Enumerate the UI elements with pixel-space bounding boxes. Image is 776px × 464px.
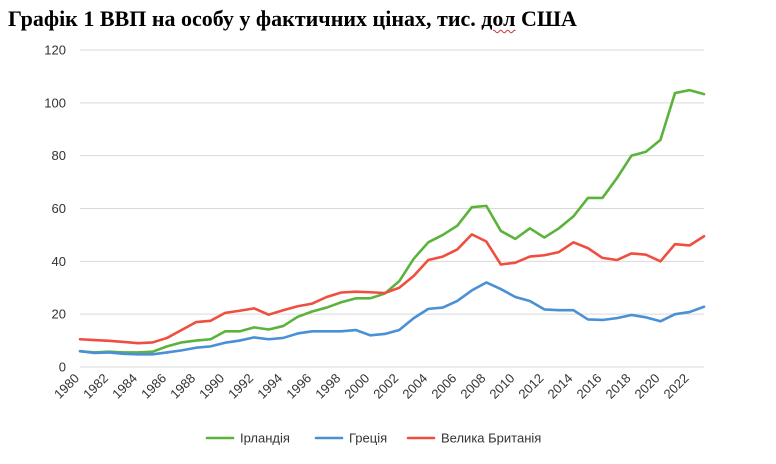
x-tick-label: 1982 bbox=[80, 371, 111, 402]
y-tick-label: 40 bbox=[52, 254, 66, 269]
x-tick-label: 1992 bbox=[225, 371, 256, 402]
chart-title-tail: США bbox=[515, 6, 577, 31]
x-tick-label: 2008 bbox=[457, 371, 488, 402]
x-tick-label: 1984 bbox=[109, 371, 140, 402]
y-tick-label: 100 bbox=[44, 95, 66, 110]
series-lines bbox=[78, 88, 706, 356]
y-axis-tick-labels: 0 20 40 60 80 100 120 bbox=[44, 43, 66, 375]
x-tick-label: 2018 bbox=[603, 371, 634, 402]
x-tick-label: 2020 bbox=[632, 371, 663, 402]
y-tick-label: 0 bbox=[59, 360, 66, 375]
legend-item: Велика Британія bbox=[406, 431, 541, 446]
legend-label: Велика Британія bbox=[441, 431, 541, 446]
x-tick-label: 1980 bbox=[51, 371, 82, 402]
x-tick-label: 1988 bbox=[167, 371, 198, 402]
legend-item: Греція bbox=[314, 431, 387, 446]
x-tick-label: 2000 bbox=[341, 371, 372, 402]
legend-item: Ірландія bbox=[205, 431, 290, 446]
legend-label: Греція bbox=[349, 431, 387, 446]
y-tick-label: 80 bbox=[52, 148, 66, 163]
series-line-1 bbox=[78, 88, 706, 354]
x-tick-label: 2022 bbox=[661, 371, 692, 402]
gridlines bbox=[80, 49, 704, 368]
x-tick-label: 2012 bbox=[515, 371, 546, 402]
chart-title-underlined-word: дол bbox=[481, 6, 516, 31]
x-tick-label: 2006 bbox=[428, 371, 459, 402]
x-tick-label: 2010 bbox=[486, 371, 517, 402]
x-tick-label: 1998 bbox=[312, 371, 343, 402]
chart-title: Графік 1 ВВП на особу у фактичних цінах,… bbox=[8, 4, 768, 34]
chart-title-main: Графік 1 ВВП на особу у фактичних цінах,… bbox=[8, 6, 482, 31]
x-tick-label: 2016 bbox=[573, 371, 604, 402]
legend: Ірландія Греція Велика Британія bbox=[205, 431, 541, 446]
x-tick-label: 1996 bbox=[283, 371, 314, 402]
x-tick-label: 1994 bbox=[254, 371, 285, 402]
x-tick-label: 1990 bbox=[196, 371, 227, 402]
x-tick-label: 1986 bbox=[138, 371, 169, 402]
x-tick-label: 2002 bbox=[370, 371, 401, 402]
y-tick-label: 120 bbox=[44, 43, 66, 58]
y-tick-label: 20 bbox=[52, 307, 66, 322]
series-line-3 bbox=[78, 233, 706, 345]
series-line-2 bbox=[78, 281, 706, 356]
legend-label: Ірландія bbox=[240, 431, 290, 446]
x-tick-label: 2014 bbox=[544, 371, 575, 402]
x-axis-tick-labels: 1980198219841986198819901992199419961998… bbox=[51, 371, 692, 402]
x-tick-label: 2004 bbox=[399, 371, 430, 402]
y-tick-label: 60 bbox=[52, 201, 66, 216]
